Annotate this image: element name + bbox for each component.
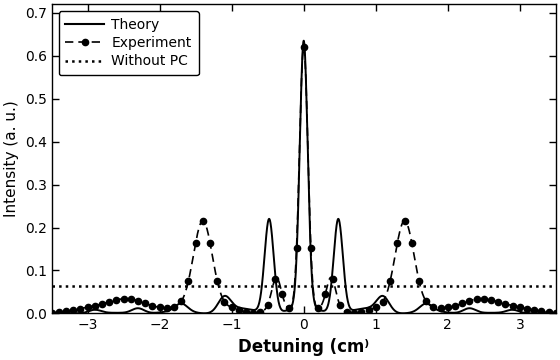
X-axis label: Detuning (cm⁾: Detuning (cm⁾ xyxy=(238,338,369,356)
Y-axis label: Intensity (a. u.): Intensity (a. u.) xyxy=(4,100,19,217)
Legend: Theory, Experiment, Without PC: Theory, Experiment, Without PC xyxy=(59,11,198,75)
